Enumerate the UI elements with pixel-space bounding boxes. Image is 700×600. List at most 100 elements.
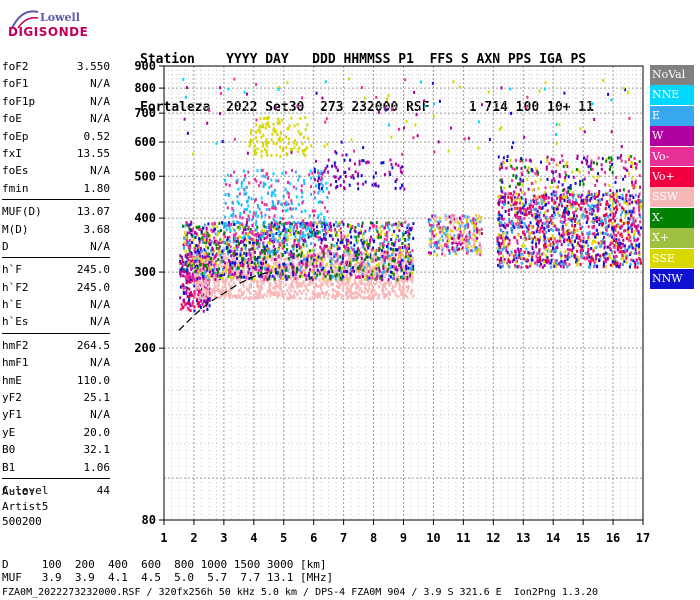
data-point [341, 238, 344, 242]
data-point [275, 265, 278, 269]
data-point [208, 260, 211, 264]
data-point [268, 270, 270, 274]
data-point [228, 194, 231, 198]
param-value: N/A [90, 94, 110, 108]
data-point [339, 175, 342, 179]
data-point [543, 246, 546, 250]
data-point [334, 228, 337, 232]
data-point [618, 250, 621, 254]
data-point [223, 231, 226, 235]
data-point [404, 220, 407, 224]
data-point [467, 245, 470, 249]
data-point [199, 293, 202, 297]
data-point [179, 268, 182, 272]
param-separator [2, 199, 110, 201]
data-point [508, 253, 511, 257]
data-point [315, 258, 318, 262]
data-point [599, 244, 602, 248]
data-point [302, 219, 305, 223]
data-point [383, 275, 386, 279]
data-point [371, 283, 374, 287]
data-point [254, 136, 257, 140]
data-point [311, 278, 314, 282]
data-point [446, 226, 449, 230]
data-point [320, 281, 323, 285]
data-point [218, 263, 221, 266]
data-point [401, 254, 404, 258]
data-point [314, 254, 316, 257]
data-point [309, 228, 312, 232]
data-point [436, 253, 439, 257]
data-point [211, 268, 214, 272]
data-point [566, 254, 569, 258]
data-point [411, 272, 414, 276]
data-point [468, 215, 471, 219]
data-point [257, 214, 260, 218]
data-point [322, 274, 325, 278]
data-point [343, 270, 345, 273]
data-point [356, 256, 359, 260]
data-point [387, 267, 390, 271]
data-point [240, 203, 243, 207]
data-point [281, 223, 284, 227]
data-point [429, 223, 431, 227]
data-point [362, 159, 365, 163]
data-point [514, 196, 516, 200]
data-point [378, 293, 381, 297]
data-point [550, 227, 553, 231]
data-point [601, 197, 604, 201]
data-point [475, 250, 478, 254]
data-point [243, 243, 246, 247]
data-point [442, 227, 445, 231]
data-point [201, 291, 204, 295]
data-point [277, 291, 279, 295]
data-point [271, 292, 274, 296]
data-point [292, 285, 295, 289]
data-point [265, 138, 268, 141]
data-point [338, 222, 341, 226]
data-point [323, 169, 326, 173]
data-point [559, 234, 562, 238]
param-row: B0 32.1 [2, 441, 110, 458]
data-point [299, 297, 302, 300]
data-point [455, 228, 458, 232]
data-point [227, 274, 230, 278]
data-point [262, 174, 265, 178]
data-point [613, 219, 616, 223]
data-point [241, 247, 244, 251]
data-point [552, 242, 555, 246]
data-point [236, 237, 239, 240]
data-point [204, 282, 207, 286]
data-point [288, 293, 291, 297]
data-point [446, 239, 449, 243]
data-point [228, 243, 231, 247]
data-point [563, 262, 566, 266]
data-point [366, 282, 369, 286]
data-point [335, 252, 338, 256]
data-point [351, 292, 354, 296]
data-point [294, 222, 297, 226]
data-point [560, 214, 563, 218]
data-point [383, 240, 386, 244]
data-point [356, 295, 359, 299]
data-point [581, 214, 584, 218]
data-point [468, 233, 471, 237]
data-point [361, 221, 364, 225]
data-point [380, 225, 383, 228]
data-point [245, 185, 248, 189]
data-point [311, 296, 314, 300]
data-point [245, 277, 248, 281]
data-point [240, 270, 243, 273]
data-point [247, 258, 250, 262]
data-point [581, 232, 584, 236]
data-point [262, 141, 264, 145]
data-point [469, 249, 472, 252]
data-point [372, 258, 374, 262]
data-point [270, 153, 273, 157]
data-point [333, 295, 336, 299]
data-point [265, 144, 268, 148]
data-point [365, 239, 368, 243]
data-point [199, 276, 202, 280]
data-point [342, 256, 344, 260]
data-point [189, 265, 192, 269]
